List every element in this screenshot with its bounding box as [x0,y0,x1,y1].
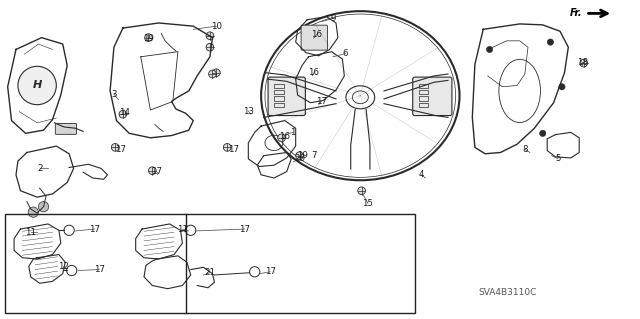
Circle shape [119,110,127,118]
Text: 19: 19 [297,151,307,160]
FancyBboxPatch shape [268,77,305,115]
Text: 6: 6 [343,49,348,58]
Text: 21: 21 [204,268,216,277]
Text: 14: 14 [119,108,131,117]
Bar [5,214,415,313]
Text: 11: 11 [177,225,188,234]
Text: 17: 17 [151,167,163,176]
Bar [419,90,428,94]
Text: 17: 17 [264,267,276,276]
Bar [274,103,284,107]
Circle shape [111,144,119,151]
Bar [419,96,428,101]
Circle shape [547,39,554,45]
Text: 7: 7 [311,151,316,160]
Circle shape [28,207,38,217]
Bar [274,84,284,88]
Text: SVA4B3110C: SVA4B3110C [479,288,537,297]
Bar [419,103,428,107]
Text: 12: 12 [58,262,70,271]
Text: 17: 17 [93,265,105,274]
Text: 18: 18 [577,58,588,67]
Text: 8: 8 [522,145,527,154]
Text: 3: 3 [111,90,116,99]
FancyBboxPatch shape [413,77,452,115]
Text: 2: 2 [37,164,42,173]
Text: 10: 10 [211,22,222,31]
Text: 20: 20 [294,154,305,163]
FancyBboxPatch shape [301,25,328,50]
Text: 15: 15 [362,199,374,208]
Circle shape [540,130,546,137]
Text: 1: 1 [291,128,296,137]
Text: 17: 17 [316,97,327,106]
Text: 19: 19 [143,34,154,43]
Text: 4: 4 [419,170,424,179]
Circle shape [296,152,303,160]
Text: Fr.: Fr. [570,8,582,19]
Text: 9: 9 [330,14,335,23]
Circle shape [358,187,365,195]
Circle shape [209,70,216,78]
Text: 17: 17 [115,145,126,154]
Circle shape [212,69,220,77]
Circle shape [580,59,588,67]
Circle shape [145,34,152,41]
Bar [274,90,284,94]
Text: 16: 16 [311,30,323,39]
Circle shape [18,66,56,105]
Text: 13: 13 [243,107,254,115]
FancyBboxPatch shape [55,123,77,134]
Text: H: H [33,80,42,91]
Circle shape [38,202,49,212]
Text: 17: 17 [239,225,250,234]
Text: 11: 11 [25,228,36,237]
Circle shape [206,32,214,40]
Circle shape [486,46,493,53]
Text: 16: 16 [308,68,319,77]
Circle shape [278,134,285,142]
Circle shape [559,84,565,90]
Text: 16: 16 [279,132,291,141]
Text: 17: 17 [228,145,239,154]
Circle shape [148,167,156,174]
Text: 17: 17 [89,225,100,234]
Bar [419,84,428,88]
Circle shape [206,43,214,51]
Circle shape [223,144,231,151]
Text: 5: 5 [556,154,561,163]
Bar [274,96,284,101]
